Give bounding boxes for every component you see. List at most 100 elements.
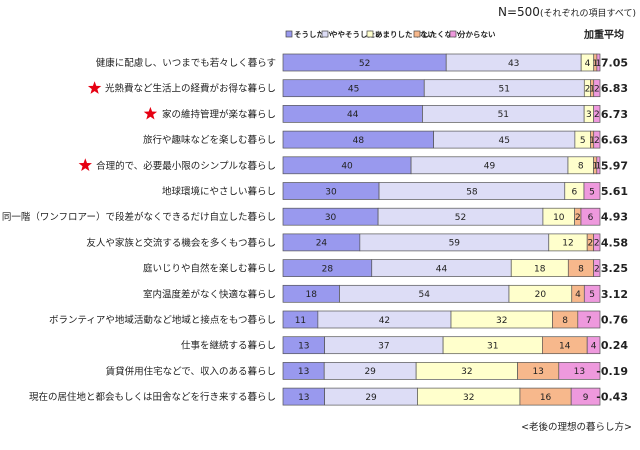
segment-value-label: 44: [347, 110, 359, 120]
segment-value-label: 8: [578, 264, 584, 274]
segment-value-label: 18: [306, 290, 318, 300]
segment-value-label: 29: [364, 367, 376, 377]
segment-value-label: 24: [316, 239, 328, 249]
weighted-average-value: 5.97: [601, 159, 628, 172]
segment-value-label: 48: [353, 136, 365, 146]
segment-value-label: 8: [562, 316, 568, 326]
category-label: 旅行や趣味などを楽しむ暮らし: [143, 134, 276, 146]
bar-segment: [570, 387, 601, 406]
weighted-average-value: -0.19: [596, 365, 628, 378]
segment-value-label: 1: [592, 59, 598, 69]
segment-value-label: 2: [594, 136, 600, 146]
chart-rows: 健康に配慮し、いつまでも若々しく暮らす 52 43 4 11 7.05光熱費など生活上の経…: [2, 53, 628, 406]
legend-label-3: あまりしたくない: [375, 29, 435, 39]
legend-swatch-3: [366, 30, 374, 38]
category-label: 賃貸併用住宅などで、収入のある暮らし: [106, 365, 276, 377]
segment-value-label: 1: [589, 136, 595, 146]
segment-value-label: 59: [449, 239, 461, 249]
category-label: 同一階（ワンフロアー）で段差がなくできるだけ自立した暮らし: [2, 211, 276, 223]
segment-value-label: 1: [596, 162, 602, 172]
segment-value-label: 14: [559, 342, 571, 352]
chart-row: 友人や家族と交流する機会を多くもつ暮らし 24 59 12 2 2 4.58: [86, 233, 628, 252]
bar-segment: [593, 130, 601, 149]
sample-note: (それぞれの項目すべて): [540, 8, 636, 19]
segment-value-label: 58: [466, 187, 478, 197]
bar-segment: [593, 233, 601, 252]
segment-value-label: 20: [535, 290, 547, 300]
category-label: 光熱費など生活上の経費がお得な暮らし: [105, 83, 276, 95]
segment-value-label: 30: [325, 187, 337, 197]
segment-value-label: 28: [322, 264, 334, 274]
segment-value-label: 10: [553, 213, 565, 223]
weighted-average-value: -0.43: [596, 391, 628, 404]
star-icon: [87, 81, 102, 94]
segment-value-label: 13: [298, 367, 309, 377]
segment-value-label: 43: [508, 59, 519, 69]
segment-value-label: 6: [572, 187, 578, 197]
segment-value-label: 1: [592, 162, 598, 172]
weighted-average-header: 加重平均: [583, 28, 624, 41]
category-label: 合理的で、必要最小限のシンプルな暮らし: [96, 160, 276, 172]
segment-value-label: 7: [586, 316, 592, 326]
chart-row: 庭いじりや自然を楽しむ暮らし 28 44 18 8 2 3.25: [143, 259, 628, 277]
legend-swatch-1: [285, 30, 293, 38]
category-label: 庭いじりや自然を楽しむ暮らし: [143, 263, 276, 275]
legend-swatch-4: [413, 30, 421, 38]
legend-swatch-2: [321, 30, 329, 38]
segment-value-label: 6: [588, 213, 594, 223]
category-label: 現在の居住地と都会もしくは田舎などを行き来する暮らし: [29, 391, 276, 403]
weighted-average-value: 7.05: [601, 57, 628, 70]
weighted-average-value: 5.61: [601, 185, 628, 198]
segment-value-label: 5: [580, 136, 586, 146]
legend-label-1: そうしたい: [294, 29, 332, 39]
segment-value-label: 12: [562, 239, 573, 249]
bar-segment: [577, 310, 601, 329]
segment-value-label: 2: [594, 264, 600, 274]
weighted-average-value: 3.12: [601, 288, 628, 301]
segment-value-label: 4: [585, 59, 591, 69]
legend-swatch-5: [449, 30, 457, 38]
segment-value-label: 31: [487, 342, 498, 352]
bar-segment: [558, 362, 601, 380]
segment-value-label: 49: [484, 162, 496, 172]
segment-value-label: 1: [589, 85, 595, 95]
segment-value-label: 8: [578, 162, 584, 172]
category-label: 地球環境にやさしい暮らし: [162, 186, 276, 198]
bar-segment: [586, 336, 601, 355]
weighted-average-value: 4.93: [601, 211, 628, 224]
segment-value-label: 2: [594, 110, 600, 120]
weighted-average-value: 6.63: [601, 134, 628, 147]
category-label: 仕事を継続する暮らし: [181, 340, 276, 352]
segment-value-label: 16: [540, 393, 552, 403]
category-label: 健康に配慮し、いつまでも若々しく暮らす: [96, 57, 276, 69]
segment-value-label: 52: [455, 213, 466, 223]
segment-value-label: 13: [298, 342, 309, 352]
bar-segment: [583, 182, 601, 200]
chart-row: 光熱費など生活上の経費がお得な暮らし 45 51 212 6.83: [87, 79, 628, 98]
segment-value-label: 1: [596, 59, 602, 69]
legend-label-2: ややそうしたい: [330, 29, 383, 39]
segment-value-label: 2: [594, 85, 600, 95]
chart-row: 仕事を継続する暮らし 13 37 31 14 4 0.24: [181, 336, 628, 355]
segment-value-label: 29: [365, 393, 377, 403]
weighted-average-value: 0.76: [601, 314, 628, 327]
segment-value-label: 42: [379, 316, 390, 326]
chart-row: 家の維持管理が楽な暮らし 44 51 3 2 6.73: [143, 105, 628, 123]
segment-value-label: 4: [575, 290, 581, 300]
segment-value-label: 2: [575, 213, 581, 223]
chart-row: 地球環境にやさしい暮らし 30 58 6 5 5.61: [162, 182, 628, 200]
chart-footnote: <老後の理想の暮らし方>: [521, 421, 632, 433]
bar-segment: [580, 207, 601, 226]
chart-row: 健康に配慮し、いつまでも若々しく暮らす 52 43 4 11 7.05: [96, 53, 628, 72]
segment-value-label: 44: [436, 264, 448, 274]
weighted-average-value: 4.58: [601, 236, 628, 249]
segment-value-label: 51: [499, 85, 510, 95]
segment-value-label: 32: [496, 316, 507, 326]
segment-value-label: 5: [589, 290, 595, 300]
segment-value-label: 4: [591, 342, 597, 352]
bar-segment: [593, 259, 601, 277]
category-label: ボランティアや地域活動など地域と接点をもつ暮らし: [49, 314, 276, 326]
chart-row: 同一階（ワンフロアー）で段差がなくできるだけ自立した暮らし 30 52 10 2 6 4.9…: [2, 207, 628, 226]
